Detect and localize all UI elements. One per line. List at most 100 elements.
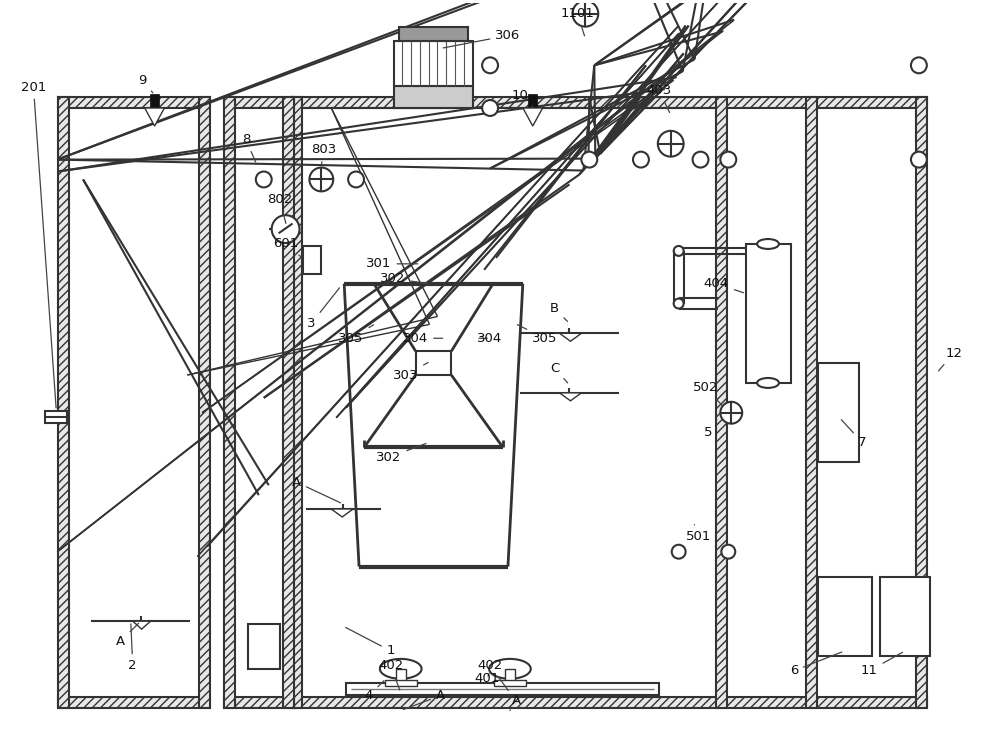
Bar bbox=[58, 697, 210, 708]
Text: 802: 802 bbox=[267, 193, 292, 224]
Polygon shape bbox=[133, 621, 151, 629]
Bar bbox=[818, 363, 859, 462]
Text: 302: 302 bbox=[376, 444, 426, 464]
Text: 6: 6 bbox=[790, 652, 842, 677]
Polygon shape bbox=[523, 108, 543, 126]
Bar bbox=[346, 683, 659, 694]
Bar bbox=[283, 97, 294, 708]
Text: 601: 601 bbox=[273, 237, 301, 257]
Text: 303: 303 bbox=[393, 362, 428, 382]
Bar bbox=[199, 97, 210, 708]
Bar bbox=[224, 697, 294, 708]
Ellipse shape bbox=[380, 659, 422, 678]
Bar bbox=[806, 97, 817, 708]
Ellipse shape bbox=[489, 659, 531, 678]
Bar bbox=[45, 410, 67, 422]
Bar bbox=[303, 246, 321, 274]
Text: B: B bbox=[550, 302, 568, 322]
Circle shape bbox=[911, 57, 927, 73]
Circle shape bbox=[721, 544, 735, 559]
Polygon shape bbox=[331, 509, 353, 517]
Text: 10: 10 bbox=[511, 89, 533, 107]
Bar bbox=[150, 94, 159, 108]
Circle shape bbox=[720, 402, 742, 424]
Bar bbox=[716, 97, 727, 708]
Bar bbox=[394, 41, 473, 86]
Circle shape bbox=[572, 1, 598, 26]
Bar bbox=[494, 680, 526, 686]
Text: 8: 8 bbox=[242, 133, 256, 162]
Text: A: A bbox=[292, 476, 341, 503]
Bar bbox=[399, 26, 468, 41]
Polygon shape bbox=[145, 108, 164, 126]
Circle shape bbox=[633, 151, 649, 168]
Text: 301: 301 bbox=[366, 258, 418, 270]
Text: 306: 306 bbox=[443, 29, 521, 48]
Circle shape bbox=[581, 151, 597, 168]
Bar bbox=[292, 97, 302, 708]
Bar bbox=[292, 97, 927, 108]
Bar bbox=[528, 94, 537, 108]
Text: C: C bbox=[550, 361, 568, 383]
Polygon shape bbox=[560, 334, 581, 341]
Text: 201: 201 bbox=[21, 81, 56, 408]
Circle shape bbox=[693, 151, 708, 168]
Circle shape bbox=[674, 246, 684, 256]
Text: 402: 402 bbox=[378, 660, 403, 690]
Text: 3: 3 bbox=[307, 288, 339, 330]
Text: 7: 7 bbox=[841, 419, 867, 449]
Bar bbox=[880, 577, 930, 656]
Circle shape bbox=[672, 544, 686, 559]
Text: 402: 402 bbox=[477, 660, 508, 691]
Bar bbox=[916, 97, 927, 708]
Circle shape bbox=[482, 100, 498, 116]
Bar bbox=[394, 86, 473, 108]
Text: 305: 305 bbox=[338, 325, 374, 345]
Text: 1: 1 bbox=[346, 627, 395, 657]
Circle shape bbox=[348, 172, 364, 187]
Text: A: A bbox=[403, 689, 445, 709]
Ellipse shape bbox=[757, 239, 779, 249]
Polygon shape bbox=[560, 393, 581, 401]
Circle shape bbox=[720, 151, 736, 168]
Circle shape bbox=[272, 215, 299, 243]
Bar bbox=[416, 351, 451, 375]
Text: 501: 501 bbox=[686, 525, 711, 544]
Bar bbox=[224, 97, 294, 108]
Text: 4: 4 bbox=[365, 681, 384, 702]
Circle shape bbox=[309, 168, 333, 191]
Text: A: A bbox=[116, 623, 139, 648]
Text: 305: 305 bbox=[517, 325, 557, 345]
Text: 404: 404 bbox=[704, 277, 744, 293]
Text: 401: 401 bbox=[474, 672, 500, 685]
Text: 11: 11 bbox=[861, 652, 903, 677]
Text: A: A bbox=[510, 694, 521, 711]
Text: 1101: 1101 bbox=[560, 8, 594, 36]
Text: 304: 304 bbox=[403, 332, 443, 345]
Text: 502: 502 bbox=[693, 382, 722, 406]
Circle shape bbox=[658, 131, 684, 157]
Bar bbox=[505, 669, 515, 683]
Text: 302: 302 bbox=[380, 273, 428, 285]
Text: 803: 803 bbox=[311, 143, 336, 164]
Text: 2: 2 bbox=[128, 624, 137, 672]
Text: 9: 9 bbox=[138, 74, 153, 93]
Ellipse shape bbox=[757, 378, 779, 388]
Circle shape bbox=[674, 299, 684, 309]
Text: 12: 12 bbox=[939, 346, 962, 371]
Text: 403: 403 bbox=[646, 84, 671, 112]
Text: 304: 304 bbox=[477, 332, 503, 345]
Bar bbox=[58, 97, 210, 108]
Bar bbox=[224, 97, 235, 708]
Bar bbox=[292, 697, 927, 708]
Bar bbox=[248, 624, 280, 669]
Circle shape bbox=[482, 57, 498, 73]
Circle shape bbox=[256, 172, 272, 187]
Bar bbox=[746, 244, 791, 383]
Text: 5: 5 bbox=[704, 420, 717, 439]
Circle shape bbox=[911, 151, 927, 168]
Bar bbox=[58, 97, 69, 708]
Bar bbox=[818, 577, 872, 656]
Bar bbox=[396, 669, 406, 683]
Bar bbox=[385, 680, 417, 686]
